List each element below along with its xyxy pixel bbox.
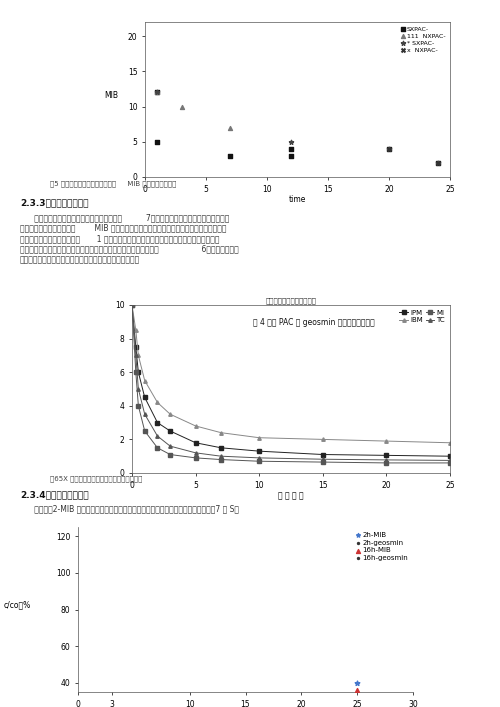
- Line: MI: MI: [130, 303, 452, 464]
- IPM: [256, 447, 262, 455]
- IBM: [218, 428, 224, 437]
- IBM: [192, 421, 198, 430]
- SXPAC-: [288, 143, 296, 154]
- MI: [447, 459, 453, 467]
- IPM: [142, 393, 148, 402]
- Text: 图 4 不同 PAC 对 geosmin 的吸附动力学结果: 图 4 不同 PAC 对 geosmin 的吸附动力学结果: [253, 318, 374, 327]
- Line: IPM: IPM: [130, 303, 452, 458]
- Text: 最最目标化合物的去除主要在       1 小时之内的吸附，之后的吸附速率有所降低，如如有条件: 最最目标化合物的去除主要在 1 小时之内的吸附，之后的吸附速率有所降低，如如有条…: [20, 234, 220, 243]
- IPM: [320, 450, 326, 459]
- Text: 延长吸附时间将会使嗅味物质浓度进一步降低、提高吸附效率。见图                  6，因此，尤几考: 延长吸附时间将会使嗅味物质浓度进一步降低、提高吸附效率。见图 6，因此，尤几考: [20, 245, 239, 254]
- Point: [353, 684, 361, 696]
- IBM: [384, 437, 390, 445]
- IBM: [447, 438, 453, 447]
- TC: [447, 456, 453, 464]
- MI: [167, 450, 173, 459]
- IPM: [129, 300, 135, 309]
- IBM: [167, 410, 173, 419]
- IPM: [167, 427, 173, 436]
- IPM: [218, 443, 224, 452]
- MI: [129, 300, 135, 309]
- TC: [192, 449, 198, 457]
- TC: [136, 385, 141, 393]
- TC: [154, 432, 160, 440]
- MI: [154, 443, 160, 452]
- * SXPAC-: [288, 136, 296, 148]
- TC: [129, 300, 135, 309]
- IBM: [142, 376, 148, 385]
- TC: [384, 455, 390, 464]
- IPM: [192, 438, 198, 447]
- Text: 图65X 粉末活性炭吸附时间对吸附效果的影响: 图65X 粉末活性炭吸附时间对吸附效果的影响: [50, 475, 142, 481]
- Y-axis label: MIB: MIB: [104, 90, 118, 100]
- MI: [192, 454, 198, 462]
- IPM: [133, 343, 139, 351]
- Text: 动力学实验曲线，可以看出        MIB 浓度较长时间进行吸附才能达到平衡，虽然粉末炭对这些: 动力学实验曲线，可以看出 MIB 浓度较长时间进行吸附才能达到平衡，虽然粉末炭对…: [20, 223, 227, 233]
- TC: [133, 351, 139, 360]
- TC: [218, 452, 224, 460]
- Text: 2.3.3确定粉末炭投加点: 2.3.3确定粉末炭投加点: [20, 198, 88, 207]
- Line: IBM: IBM: [130, 303, 452, 445]
- 111  NXPAC-: [178, 101, 186, 112]
- Legend: SXPAC-, 111  NXPAC-, * SXPAC-, x  NXPAC-: SXPAC-, 111 NXPAC-, * SXPAC-, x NXPAC-: [399, 25, 447, 54]
- IBM: [320, 435, 326, 443]
- MI: [142, 427, 148, 436]
- IPM: [154, 419, 160, 427]
- SXPAC-: [434, 157, 442, 168]
- IBM: [129, 300, 135, 309]
- MI: [133, 368, 139, 376]
- IBM: [256, 433, 262, 442]
- MI: [136, 402, 141, 410]
- SXPAC-: [288, 150, 296, 161]
- X-axis label: time: time: [289, 195, 306, 204]
- Text: 虑在密云取水处投加，延长粉末炭对嗅味物质的吸附时间。: 虑在密云取水处投加，延长粉末炭对嗅味物质的吸附时间。: [20, 255, 140, 264]
- MI: [218, 455, 224, 464]
- Text: 粉炭投加点可设在水源处、混凝前和滤池前          7。通过进行粉末炭对不同嗅味物质吸附: 粉炭投加点可设在水源处、混凝前和滤池前 7。通过进行粉末炭对不同嗅味物质吸附: [20, 213, 230, 222]
- MI: [384, 459, 390, 467]
- IPM: [136, 368, 141, 376]
- IPM: [384, 451, 390, 460]
- Text: 图5 不同种类活性炭针对不同浓度     MIB 的吸附动力学实验: 图5 不同种类活性炭针对不同浓度 MIB 的吸附动力学实验: [50, 180, 176, 187]
- Point: [353, 677, 361, 689]
- TC: [167, 442, 173, 450]
- x  NXPAC-: [434, 157, 442, 168]
- TC: [142, 410, 148, 419]
- Text: 针对原水2-MIB 含量进行投加量实验，进一步验证接触时间、拟选择实验结果，如图7 图 S。: 针对原水2-MIB 含量进行投加量实验，进一步验证接触时间、拟选择实验结果，如图…: [20, 504, 239, 513]
- SXPAC-: [153, 87, 161, 98]
- x  NXPAC-: [385, 143, 393, 154]
- IPM: [447, 452, 453, 460]
- Y-axis label: c/co小%: c/co小%: [4, 600, 30, 609]
- MI: [320, 458, 326, 467]
- * SXPAC-: [434, 157, 442, 168]
- Legend: IPM, IBM, MI, TC: IPM, IBM, MI, TC: [398, 308, 446, 325]
- IBM: [154, 398, 160, 407]
- Legend: 2h-MIB, 2h-geosmin, 16h-MIB, 16h-geosmin: 2h-MIB, 2h-geosmin, 16h-MIB, 16h-geosmin: [354, 530, 410, 563]
- 111  NXPAC-: [226, 122, 234, 134]
- Text: 2.3.4确定粉末炭投加量: 2.3.4确定粉末炭投加量: [20, 490, 88, 499]
- Line: TC: TC: [130, 303, 452, 462]
- IBM: [136, 351, 141, 360]
- * SXPAC-: [153, 87, 161, 98]
- SXPAC-: [385, 143, 393, 154]
- * SXPAC-: [385, 143, 393, 154]
- MI: [256, 457, 262, 465]
- TC: [256, 454, 262, 462]
- 111  NXPAC-: [153, 87, 161, 98]
- TC: [320, 455, 326, 464]
- X-axis label: 反 应 时 间: 反 应 时 间: [278, 491, 304, 500]
- Title: 化合物在溶液中剩余百分含: 化合物在溶液中剩余百分含: [266, 297, 316, 304]
- SXPAC-: [226, 150, 234, 161]
- IBM: [133, 326, 139, 334]
- SXPAC-: [153, 136, 161, 148]
